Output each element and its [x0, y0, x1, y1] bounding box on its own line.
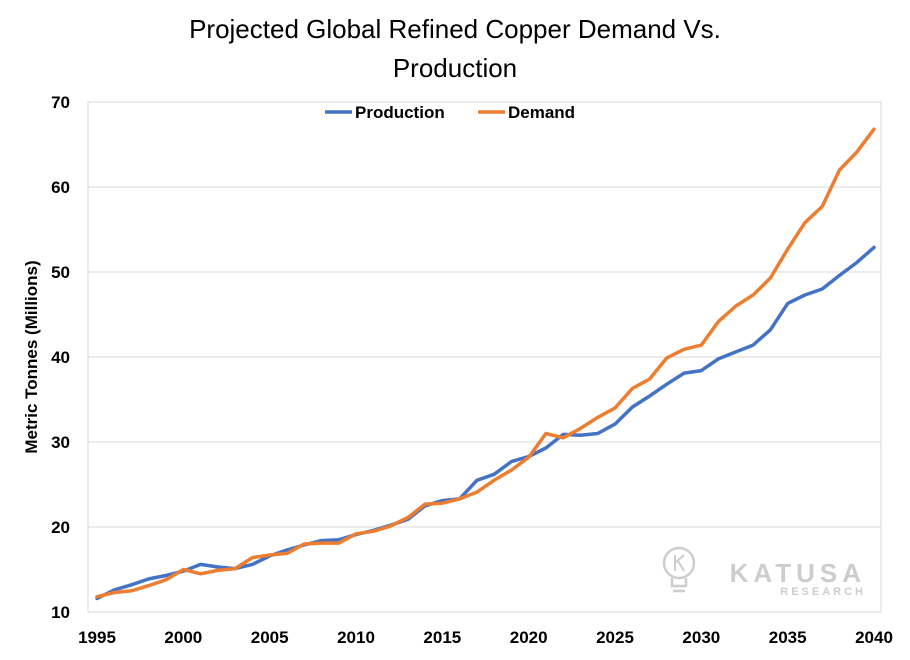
- chart-title-line-1: Projected Global Refined Copper Demand V…: [189, 14, 721, 44]
- x-tick-label: 2000: [164, 628, 202, 647]
- x-tick-label: 2035: [769, 628, 807, 647]
- series-line-production: [95, 245, 876, 601]
- series-line-demand: [95, 127, 876, 599]
- x-tick-label: 2020: [510, 628, 548, 647]
- y-tick-label: 10: [51, 603, 70, 622]
- y-tick-label: 30: [51, 433, 70, 452]
- series-lines: [95, 127, 876, 601]
- y-tick-label: 40: [51, 348, 70, 367]
- chart-title-line-2: Production: [393, 53, 517, 83]
- watermark-sub: RESEARCH: [780, 586, 866, 598]
- x-tick-label: 2030: [682, 628, 720, 647]
- y-axis-label: Metric Tonnes (Millions): [22, 260, 41, 453]
- legend-item-demand: Demand: [478, 103, 575, 122]
- legend-item-production: Production: [325, 103, 445, 122]
- x-tick-label: 2015: [423, 628, 461, 647]
- watermark: KATUSA RESEARCH: [662, 546, 866, 598]
- gridlines: [88, 101, 881, 528]
- x-tick-label: 1995: [78, 628, 116, 647]
- y-tick-label: 60: [51, 178, 70, 197]
- y-axis-ticks: 10 20 30 40 50 60 70: [51, 93, 70, 622]
- y-tick-label: 50: [51, 263, 70, 282]
- watermark-brand: KATUSA: [730, 558, 866, 588]
- x-tick-label: 2010: [337, 628, 375, 647]
- x-axis-ticks: 1995 2000 2005 2010 2015 2020 2025 2030 2035 2040: [78, 628, 893, 647]
- x-tick-label: 2005: [251, 628, 289, 647]
- legend-label: Demand: [508, 103, 575, 122]
- y-tick-label: 70: [51, 93, 70, 112]
- legend: Production Demand: [325, 103, 575, 122]
- x-tick-label: 2040: [855, 628, 893, 647]
- legend-label: Production: [355, 103, 445, 122]
- x-tick-label: 2025: [596, 628, 634, 647]
- y-tick-label: 20: [51, 518, 70, 537]
- lightbulb-icon: [662, 546, 696, 593]
